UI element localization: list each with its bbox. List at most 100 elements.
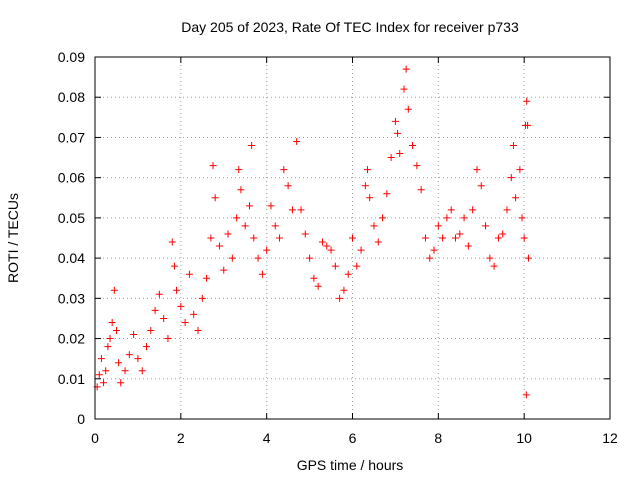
data-point xyxy=(151,306,159,314)
data-point xyxy=(391,117,399,125)
data-point xyxy=(456,230,464,238)
y-tick-labels: 0 0.01 0.02 0.03 0.04 0.05 0.06 0.07 0.08 0.09 xyxy=(58,49,85,427)
data-point xyxy=(306,254,314,262)
data-point xyxy=(115,359,123,367)
data-point xyxy=(155,290,163,298)
x-tick-label: 8 xyxy=(434,430,442,446)
data-point xyxy=(130,331,138,339)
data-point xyxy=(452,234,459,242)
data-point xyxy=(233,214,241,222)
data-point xyxy=(421,234,429,242)
data-point xyxy=(379,214,387,222)
data-point xyxy=(460,214,468,222)
data-point xyxy=(297,206,305,214)
data-point xyxy=(396,150,404,158)
data-point xyxy=(318,238,326,246)
data-point xyxy=(383,190,391,198)
data-point xyxy=(400,85,408,93)
y-tick-label: 0.07 xyxy=(58,129,85,145)
data-point xyxy=(164,335,172,343)
data-point xyxy=(100,379,108,387)
y-tick-label: 0.04 xyxy=(58,250,85,266)
data-point xyxy=(104,343,112,351)
data-point xyxy=(520,234,528,242)
x-tick-label: 4 xyxy=(263,430,271,446)
data-point xyxy=(203,274,211,282)
data-point xyxy=(310,274,318,282)
data-point xyxy=(293,137,301,145)
data-point xyxy=(143,343,150,351)
x-tick-label: 6 xyxy=(349,430,357,446)
data-point xyxy=(276,234,284,242)
data-point xyxy=(258,270,266,278)
y-tick-label: 0.05 xyxy=(58,210,85,226)
data-point xyxy=(524,121,532,129)
data-point xyxy=(117,379,125,387)
data-point xyxy=(160,314,168,322)
data-point xyxy=(434,222,442,230)
data-point xyxy=(430,246,438,254)
data-point xyxy=(209,162,217,170)
data-point xyxy=(110,286,118,294)
data-point xyxy=(469,206,477,214)
data-point xyxy=(228,254,236,262)
data-point xyxy=(426,254,434,262)
data-point xyxy=(280,166,288,174)
data-point xyxy=(177,302,185,310)
data-point xyxy=(102,367,110,375)
data-point xyxy=(95,371,103,379)
x-tick-label: 10 xyxy=(516,430,532,446)
y-tick-label: 0.06 xyxy=(58,170,85,186)
data-point xyxy=(512,194,520,202)
data-point xyxy=(185,270,193,278)
data-point xyxy=(190,310,198,318)
data-point xyxy=(499,230,507,238)
data-point xyxy=(323,242,331,250)
data-point xyxy=(523,97,531,105)
data-point xyxy=(97,355,105,363)
data-point xyxy=(288,206,296,214)
data-point xyxy=(237,186,245,194)
data-point xyxy=(344,270,352,278)
data-point xyxy=(246,202,253,210)
data-point xyxy=(173,286,181,294)
data-point xyxy=(394,129,402,137)
x-tick-label: 12 xyxy=(602,430,618,446)
data-point xyxy=(108,318,116,326)
data-point xyxy=(314,282,322,290)
y-tick-label: 0.01 xyxy=(58,371,85,387)
data-point xyxy=(509,141,517,149)
data-point xyxy=(241,222,249,230)
data-point xyxy=(490,262,498,270)
data-point xyxy=(477,182,485,190)
data-point xyxy=(366,194,374,202)
data-point xyxy=(254,254,262,262)
data-point xyxy=(447,206,455,214)
data-point xyxy=(248,141,256,149)
data-point xyxy=(271,222,279,230)
data-point xyxy=(482,222,490,230)
x-axis-label: GPS time / hours xyxy=(297,457,404,473)
data-point xyxy=(263,246,271,254)
data-point xyxy=(331,262,339,270)
data-point xyxy=(486,254,494,262)
data-point xyxy=(336,294,344,302)
data-point xyxy=(301,230,309,238)
x-tick-labels: 0 2 4 6 8 10 12 xyxy=(91,430,618,446)
data-point xyxy=(220,266,228,274)
data-point xyxy=(211,194,219,202)
data-point xyxy=(507,174,515,182)
data-point xyxy=(121,367,129,375)
x-tick-label: 2 xyxy=(177,430,185,446)
data-point xyxy=(284,182,292,190)
data-point xyxy=(235,166,243,174)
y-tick-label: 0.03 xyxy=(58,290,85,306)
y-axis-label: ROTI / TECUs xyxy=(5,193,21,283)
data-point xyxy=(207,234,215,242)
data-point xyxy=(327,246,335,254)
data-point xyxy=(443,214,451,222)
data-point xyxy=(250,234,258,242)
data-marks xyxy=(93,65,532,399)
data-point xyxy=(168,238,176,246)
